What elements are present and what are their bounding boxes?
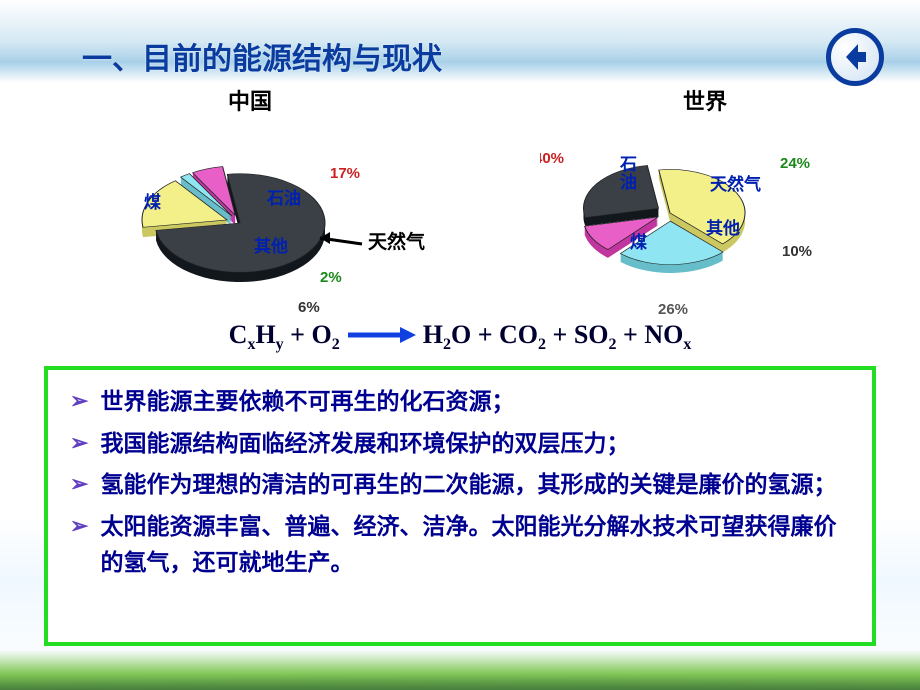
key-points-box: ➢ 世界能源主要依赖不可再生的化石资源； ➢ 我国能源结构面临经济发展和环境保护… — [44, 366, 876, 646]
svg-text:石油: 石油 — [266, 188, 301, 208]
world-pie-chart: 世界 40%24%10%26%石油天然气其他煤 — [540, 84, 860, 314]
svg-text:6%: 6% — [298, 299, 320, 316]
page-title: 一、目前的能源结构与现状 — [82, 34, 442, 78]
svg-text:17%: 17% — [330, 165, 360, 182]
svg-text:天然气: 天然气 — [710, 174, 761, 194]
world-pie-svg: 40% 24% 10% 26% 石油天然气其他煤 — [540, 118, 860, 328]
svg-text:26%: 26% — [658, 301, 688, 318]
svg-text:煤: 煤 — [144, 192, 161, 212]
combustion-equation: CxHy + O2 H2O + CO2 + SO2 + NOx — [0, 320, 920, 354]
bullet-text: 世界能源主要依赖不可再生的化石资源； — [100, 384, 854, 420]
decorative-footer — [0, 650, 920, 690]
svg-text:其他: 其他 — [254, 236, 288, 256]
svg-text:石油: 石油 — [619, 155, 637, 192]
bullet-marker-icon: ➢ — [70, 509, 88, 543]
china-chart-title: 中国 — [30, 84, 470, 116]
reaction-arrow-icon — [346, 325, 416, 345]
back-button[interactable] — [826, 28, 884, 86]
bullet-marker-icon: ➢ — [70, 426, 88, 460]
list-item: ➢ 氢能作为理想的清洁的可再生的二次能源，其形成的关键是廉价的氢源； — [60, 467, 854, 503]
arrow-left-icon — [838, 40, 872, 74]
svg-text:2%: 2% — [320, 269, 342, 286]
china-pie-chart: 中国 75%17%2%6%煤石油其他天然气 — [70, 84, 470, 314]
svg-text:10%: 10% — [782, 243, 812, 260]
list-item: ➢ 世界能源主要依赖不可再生的化石资源； — [60, 384, 854, 420]
world-chart-title: 世界 — [550, 84, 860, 116]
svg-text:煤: 煤 — [630, 232, 647, 252]
bullet-text: 太阳能资源丰富、普遍、经济、洁净。太阳能光分解水技术可望获得廉价的氢气，还可就地… — [100, 509, 854, 580]
bullet-text: 氢能作为理想的清洁的可再生的二次能源，其形成的关键是廉价的氢源； — [100, 467, 854, 503]
china-pie-svg: 75%17%2%6%煤石油其他天然气 — [70, 118, 470, 328]
bullet-marker-icon: ➢ — [70, 467, 88, 501]
svg-text:24%: 24% — [780, 155, 810, 172]
list-item: ➢ 太阳能资源丰富、普遍、经济、洁净。太阳能光分解水技术可望获得廉价的氢气，还可… — [60, 509, 854, 580]
svg-text:天然气: 天然气 — [368, 230, 425, 253]
bullet-marker-icon: ➢ — [70, 384, 88, 418]
list-item: ➢ 我国能源结构面临经济发展和环境保护的双层压力； — [60, 426, 854, 462]
bullet-text: 我国能源结构面临经济发展和环境保护的双层压力； — [100, 426, 854, 462]
svg-text:其他: 其他 — [706, 218, 740, 238]
svg-text:40%: 40% — [540, 150, 564, 167]
